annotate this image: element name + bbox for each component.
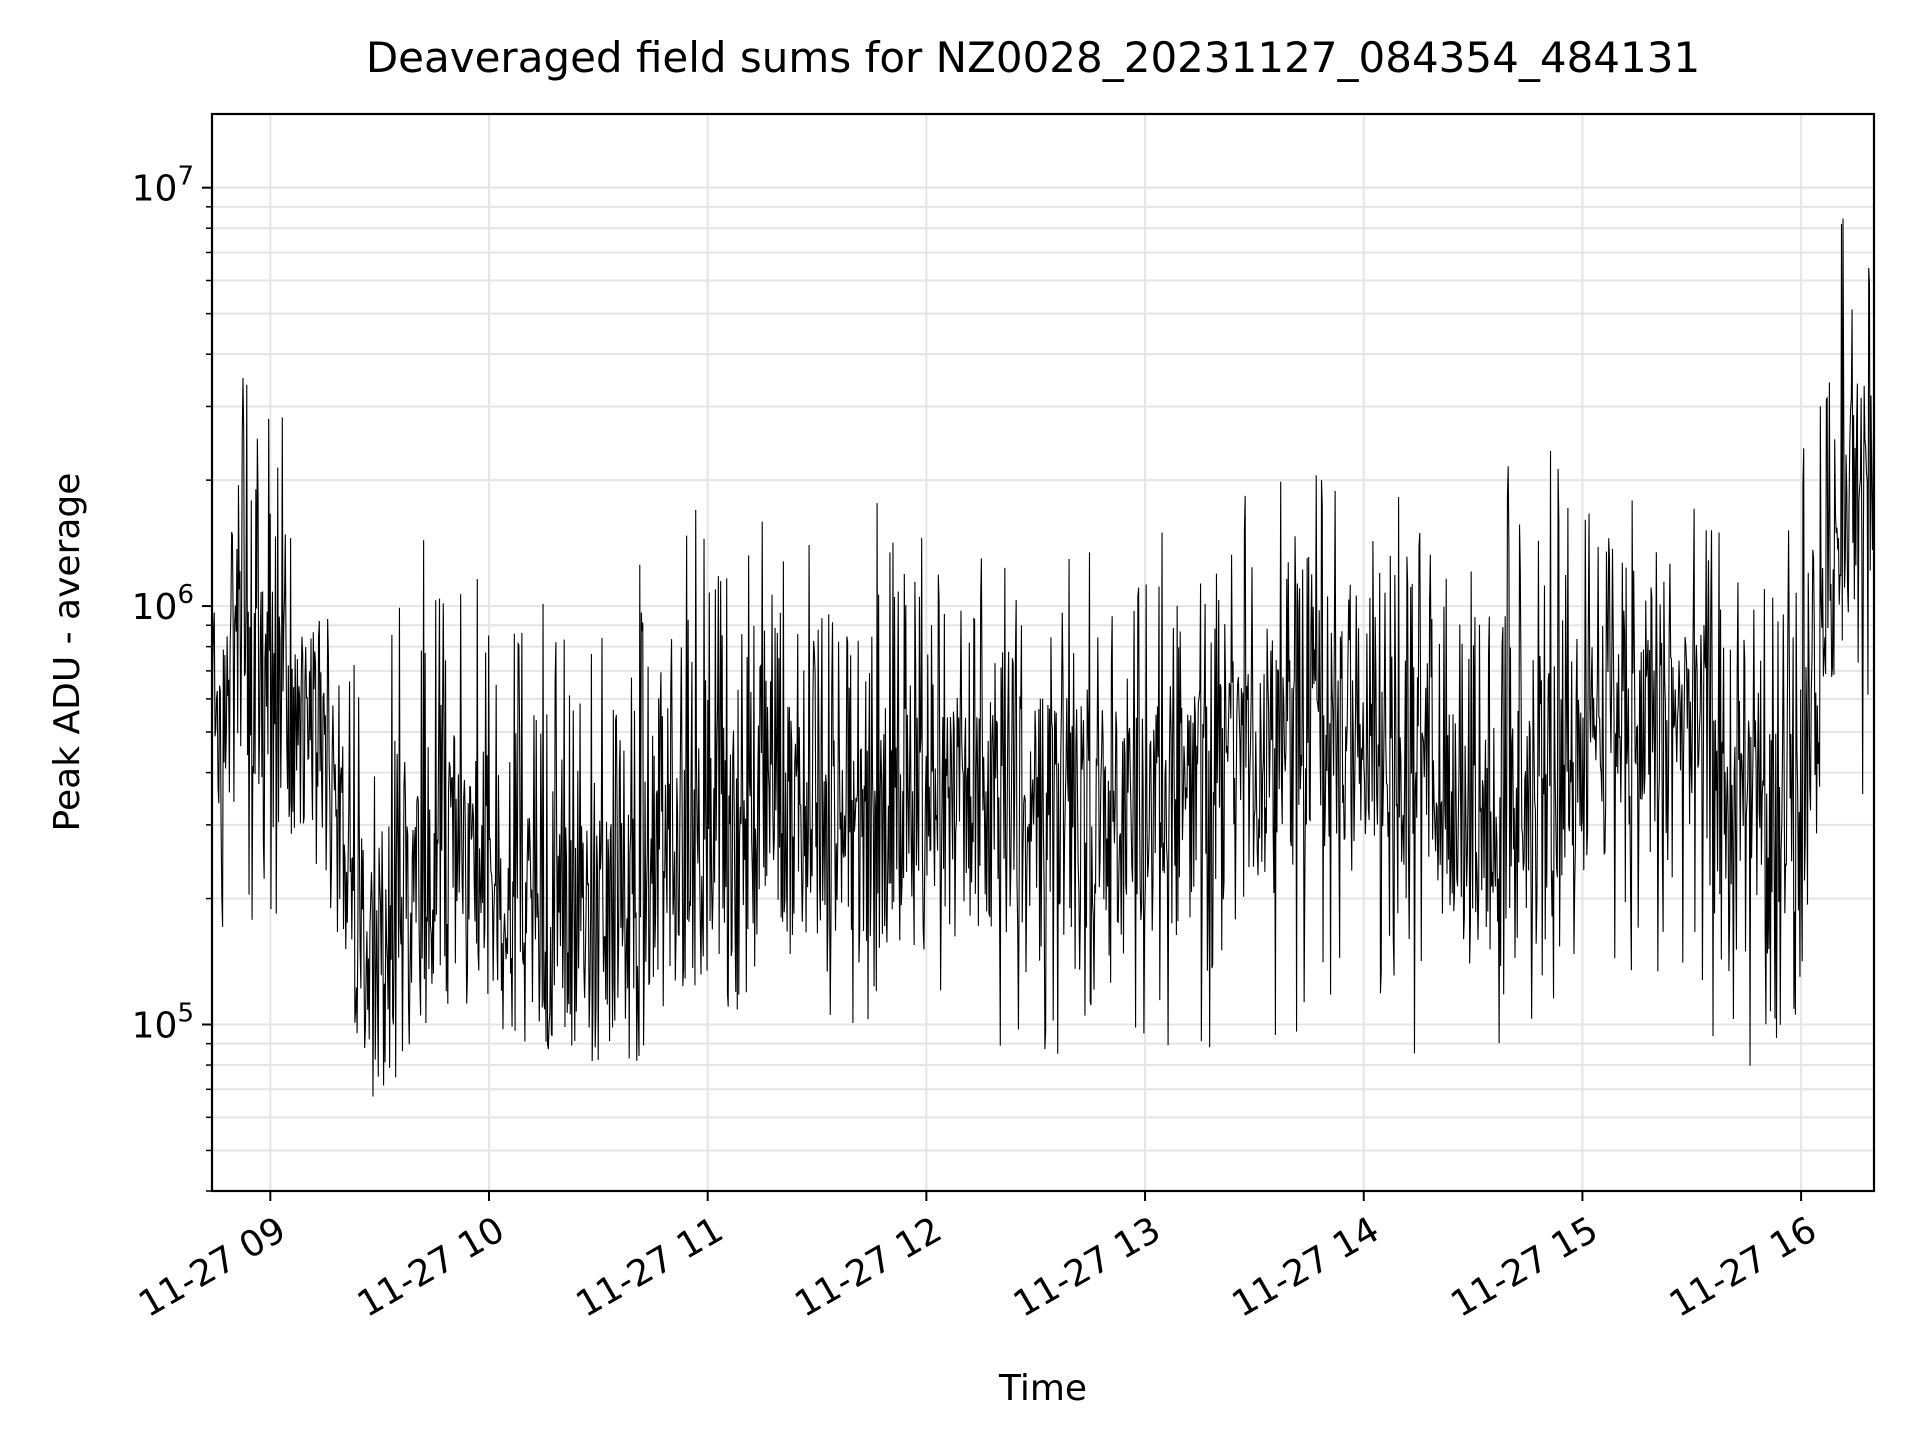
- y-tick-label: 107: [132, 162, 194, 210]
- y-axis-label: Peak ADU - average: [47, 473, 88, 832]
- x-tick-label: 11-27 14: [1226, 1209, 1387, 1325]
- series-line: [211, 218, 1875, 1097]
- x-tick-label: 11-27 10: [351, 1209, 512, 1325]
- x-tick-label: 11-27 12: [788, 1209, 949, 1325]
- data-series: [211, 218, 1875, 1097]
- y-tick-label: 105: [132, 998, 194, 1046]
- y-tick-base: 10: [132, 169, 178, 210]
- y-tick-exponent: 6: [177, 580, 194, 610]
- y-tick-exponent: 5: [177, 998, 194, 1028]
- plot-frame: [210, 112, 1876, 1193]
- y-tick-base: 10: [132, 1005, 178, 1046]
- chart-title: Deaveraged field sums for NZ0028_2023112…: [366, 33, 1700, 82]
- y-tick-label: 106: [132, 580, 194, 628]
- x-tick-label: 11-27 16: [1663, 1209, 1824, 1325]
- x-tick-label: 11-27 11: [570, 1209, 731, 1325]
- x-axis-ticks: 11-27 09 11-27 10 11-27 11 11-27 12 11-27 13…: [132, 1191, 1824, 1326]
- y-tick-exponent: 7: [177, 162, 194, 192]
- y-tick-base: 10: [132, 587, 178, 628]
- x-tick-label: 11-27 09: [132, 1209, 293, 1325]
- x-axis-label: Time: [998, 1368, 1087, 1409]
- x-tick-label: 11-27 15: [1444, 1209, 1605, 1325]
- x-tick-label: 11-27 13: [1007, 1209, 1168, 1325]
